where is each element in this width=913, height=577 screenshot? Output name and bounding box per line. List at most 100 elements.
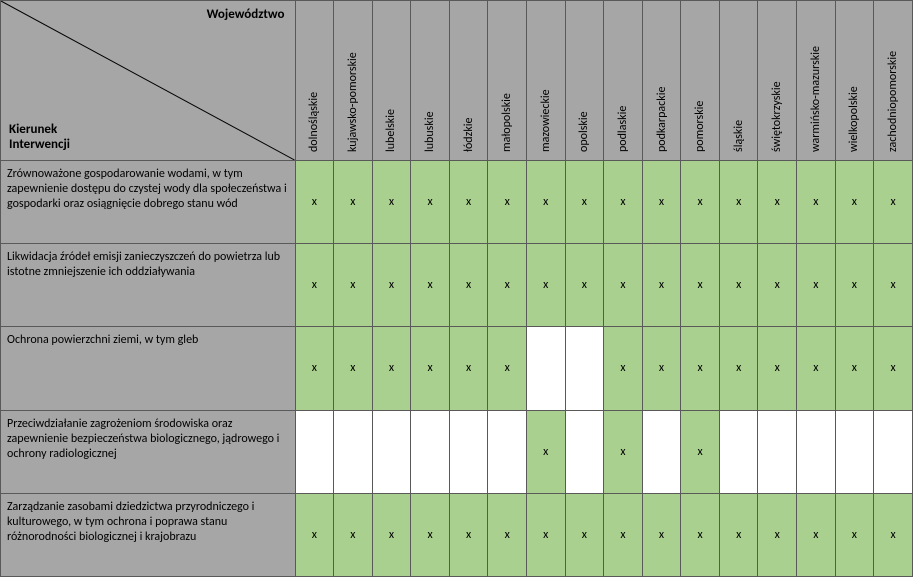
mark-icon: x	[697, 361, 702, 375]
cell-4-10: x	[681, 493, 720, 576]
cell-2-2: x	[372, 327, 411, 410]
header-row: Województwo Kierunek Interwencji dolnośl…	[1, 1, 913, 161]
mark-icon: x	[736, 195, 741, 209]
col-head-label: mazowieckie	[539, 89, 553, 152]
mark-icon: x	[736, 361, 741, 375]
cell-0-14: x	[835, 161, 874, 244]
cell-3-11	[719, 410, 758, 493]
mark-icon: x	[389, 361, 394, 375]
mark-icon: x	[775, 195, 780, 209]
mark-icon: x	[312, 278, 317, 292]
row-head-4: Zarządzanie zasobami dziedzictwa przyrod…	[1, 493, 296, 576]
col-head-label: małopolskie	[500, 93, 514, 152]
cell-0-5: x	[488, 161, 527, 244]
cell-0-12: x	[758, 161, 797, 244]
cell-4-6: x	[526, 493, 565, 576]
cell-0-7: x	[565, 161, 604, 244]
mark-icon: x	[890, 195, 895, 209]
corner-top-label: Województwo	[207, 7, 285, 22]
row-head-1: Likwidacja źródeł emisji zanieczyszczeń …	[1, 244, 296, 327]
mark-icon: x	[813, 195, 818, 209]
col-head-7: opolskie	[565, 1, 604, 161]
mark-icon: x	[659, 528, 664, 542]
cell-1-6: x	[526, 244, 565, 327]
mark-icon: x	[736, 528, 741, 542]
cell-2-4: x	[449, 327, 488, 410]
table-body: Zrównoważone gospodarowanie wodami, w ty…	[1, 161, 913, 577]
cell-3-8: x	[604, 410, 643, 493]
cell-0-11: x	[719, 161, 758, 244]
corner-bottom-label: Kierunek Interwencji	[9, 122, 70, 152]
mark-icon: x	[466, 528, 471, 542]
col-head-label: zachodniopomorskie	[886, 51, 900, 152]
mark-icon: x	[890, 278, 895, 292]
cell-1-14: x	[835, 244, 874, 327]
col-head-12: świętokrzyskie	[758, 1, 797, 161]
cell-4-12: x	[758, 493, 797, 576]
mark-icon: x	[312, 528, 317, 542]
mark-icon: x	[582, 528, 587, 542]
mark-icon: x	[389, 195, 394, 209]
mark-icon: x	[543, 278, 548, 292]
mark-icon: x	[389, 528, 394, 542]
mark-icon: x	[466, 278, 471, 292]
col-head-label: warmińsko-mazurskie	[809, 46, 823, 152]
col-head-label: świętokrzyskie	[770, 81, 784, 152]
mark-icon: x	[813, 278, 818, 292]
col-head-label: łódzkie	[462, 117, 476, 152]
cell-2-0: x	[295, 327, 334, 410]
col-head-label: wielkopolskie	[847, 86, 861, 152]
cell-1-4: x	[449, 244, 488, 327]
cell-1-7: x	[565, 244, 604, 327]
cell-0-6: x	[526, 161, 565, 244]
mark-icon: x	[775, 528, 780, 542]
cell-4-13: x	[797, 493, 836, 576]
cell-4-9: x	[642, 493, 681, 576]
cell-4-1: x	[334, 493, 373, 576]
cell-3-6: x	[526, 410, 565, 493]
col-head-label: podlaskie	[616, 106, 630, 152]
mark-icon: x	[852, 278, 857, 292]
cell-1-1: x	[334, 244, 373, 327]
mark-icon: x	[312, 195, 317, 209]
cell-3-13	[797, 410, 836, 493]
cell-3-1	[334, 410, 373, 493]
mark-icon: x	[312, 361, 317, 375]
corner-header: Województwo Kierunek Interwencji	[1, 1, 296, 161]
cell-2-13: x	[797, 327, 836, 410]
corner-bottom-line2: Interwencji	[9, 137, 70, 152]
mark-icon: x	[813, 528, 818, 542]
col-head-label: lubelskie	[384, 109, 398, 152]
mark-icon: x	[890, 361, 895, 375]
cell-3-12	[758, 410, 797, 493]
table-row: Zarządzanie zasobami dziedzictwa przyrod…	[1, 493, 913, 576]
cell-3-14	[835, 410, 874, 493]
mark-icon: x	[505, 195, 510, 209]
table-row: Przeciwdziałanie zagrożeniom środowiska …	[1, 410, 913, 493]
cell-4-0: x	[295, 493, 334, 576]
cell-1-9: x	[642, 244, 681, 327]
cell-1-0: x	[295, 244, 334, 327]
col-head-label: podkarpackie	[655, 87, 669, 152]
cell-1-15: x	[874, 244, 913, 327]
cell-0-4: x	[449, 161, 488, 244]
mark-icon: x	[852, 528, 857, 542]
mark-icon: x	[659, 361, 664, 375]
cell-1-8: x	[604, 244, 643, 327]
row-head-3: Przeciwdziałanie zagrożeniom środowiska …	[1, 410, 296, 493]
mark-icon: x	[505, 361, 510, 375]
col-head-9: podkarpackie	[642, 1, 681, 161]
mark-icon: x	[505, 528, 510, 542]
mark-icon: x	[620, 361, 625, 375]
col-head-4: łódzkie	[449, 1, 488, 161]
mark-icon: x	[466, 361, 471, 375]
cell-0-2: x	[372, 161, 411, 244]
cell-4-14: x	[835, 493, 874, 576]
mark-icon: x	[427, 195, 432, 209]
cell-3-2	[372, 410, 411, 493]
cell-0-0: x	[295, 161, 334, 244]
row-head-0: Zrównoważone gospodarowanie wodami, w ty…	[1, 161, 296, 244]
cell-4-3: x	[411, 493, 450, 576]
cell-1-10: x	[681, 244, 720, 327]
cell-1-12: x	[758, 244, 797, 327]
